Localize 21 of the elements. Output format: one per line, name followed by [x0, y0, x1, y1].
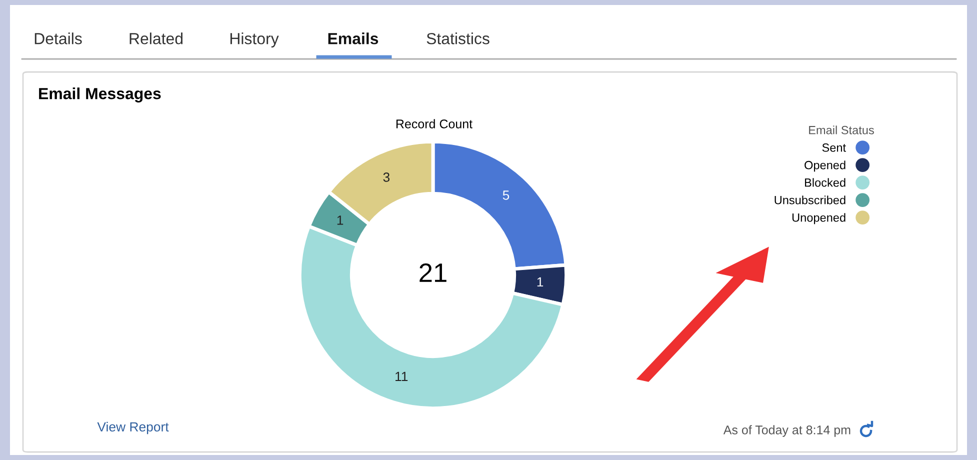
- text: Email Messages: [39, 88, 161, 102]
- legend-label: Sent: [822, 143, 846, 152]
- chart-subtitle: Record Count: [396, 119, 472, 128]
- text: 21: [420, 263, 446, 282]
- text: Emails: [328, 32, 378, 44]
- text: History: [230, 32, 279, 48]
- data-label: 3: [383, 172, 390, 182]
- text: Related: [130, 32, 182, 44]
- text: As of Today at 8:14 pm: [723, 425, 850, 437]
- data-label: 1: [337, 216, 344, 225]
- text: Details: [34, 32, 82, 44]
- data-label: 11: [396, 372, 408, 381]
- data-label: 1: [537, 277, 544, 286]
- legend-title: Email Status: [809, 126, 874, 134]
- text: Statistics: [426, 32, 490, 44]
- legend-label: Blocked: [805, 178, 846, 187]
- legend-label: Opened: [804, 160, 846, 172]
- legend-label: Unsubscribed: [774, 196, 846, 204]
- legend-label: Unopened: [792, 213, 846, 224]
- text: View Report: [97, 422, 169, 434]
- data-label: 5: [502, 190, 510, 200]
